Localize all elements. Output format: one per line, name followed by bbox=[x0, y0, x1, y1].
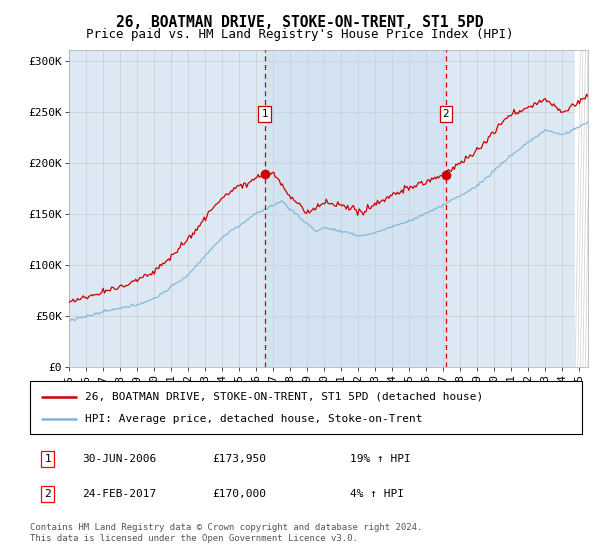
Text: 1: 1 bbox=[262, 109, 268, 119]
Text: 2: 2 bbox=[443, 109, 449, 119]
Text: 30-JUN-2006: 30-JUN-2006 bbox=[82, 454, 157, 464]
Text: 26, BOATMAN DRIVE, STOKE-ON-TRENT, ST1 5PD (detached house): 26, BOATMAN DRIVE, STOKE-ON-TRENT, ST1 5… bbox=[85, 392, 484, 402]
Text: £170,000: £170,000 bbox=[212, 489, 266, 499]
Text: 4% ↑ HPI: 4% ↑ HPI bbox=[350, 489, 404, 499]
Text: £173,950: £173,950 bbox=[212, 454, 266, 464]
Text: 24-FEB-2017: 24-FEB-2017 bbox=[82, 489, 157, 499]
Bar bbox=[575, 50, 588, 367]
Text: Contains HM Land Registry data © Crown copyright and database right 2024.
This d: Contains HM Land Registry data © Crown c… bbox=[30, 524, 422, 543]
Text: 1: 1 bbox=[44, 454, 51, 464]
Text: 19% ↑ HPI: 19% ↑ HPI bbox=[350, 454, 411, 464]
Bar bbox=[265, 50, 446, 367]
Text: 2: 2 bbox=[44, 489, 51, 499]
Text: 26, BOATMAN DRIVE, STOKE-ON-TRENT, ST1 5PD: 26, BOATMAN DRIVE, STOKE-ON-TRENT, ST1 5… bbox=[116, 15, 484, 30]
Text: HPI: Average price, detached house, Stoke-on-Trent: HPI: Average price, detached house, Stok… bbox=[85, 414, 422, 424]
Text: Price paid vs. HM Land Registry's House Price Index (HPI): Price paid vs. HM Land Registry's House … bbox=[86, 28, 514, 41]
